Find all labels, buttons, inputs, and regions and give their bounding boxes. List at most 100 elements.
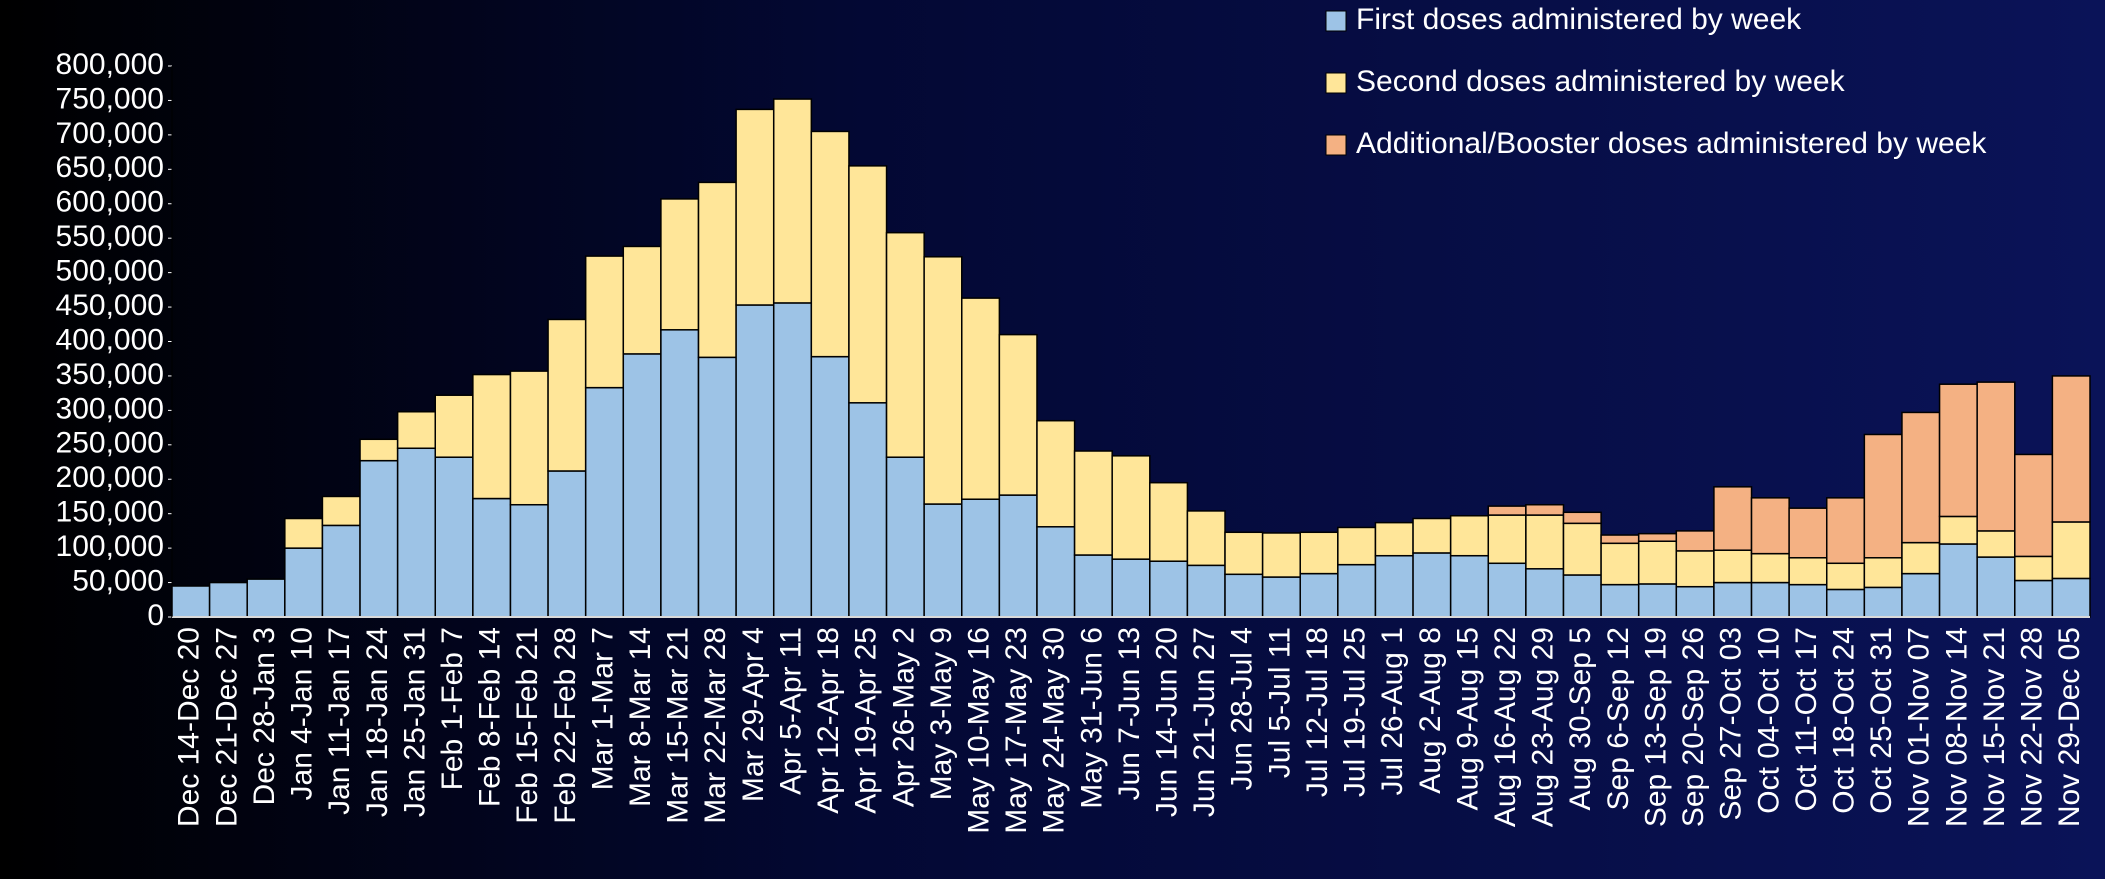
y-tick-label: 200,000	[56, 461, 164, 494]
x-tick-label: Sep 6-Sep 12	[1602, 627, 1635, 810]
bar-segment	[284, 517, 324, 549]
y-tick-label: 700,000	[56, 117, 164, 150]
x-tick-label: Jun 21-Jun 27	[1188, 627, 1221, 817]
y-tick-label: 450,000	[56, 289, 164, 322]
y-tick-label: 250,000	[56, 427, 164, 460]
x-tick-label: Mar 8-Mar 14	[624, 627, 657, 807]
x-tick-label: Jun 14-Jun 20	[1151, 627, 1184, 817]
bar-segment	[660, 329, 700, 618]
x-tick-label: Aug 23-Aug 29	[1527, 627, 1560, 827]
x-tick-label: May 10-May 16	[962, 627, 995, 834]
bar-segment	[2051, 521, 2091, 580]
legend-label: First doses administered by week	[1356, 3, 1802, 36]
x-tick-label: Sep 13-Sep 19	[1639, 627, 1672, 827]
bar-segment	[1374, 521, 1414, 557]
x-tick-label: Dec 21-Dec 27	[210, 627, 243, 827]
x-tick-label: Apr 5-Apr 11	[774, 627, 807, 795]
bar-segment	[1449, 515, 1490, 557]
bar-segment	[848, 402, 888, 618]
x-tick-label: Aug 9-Aug 15	[1451, 627, 1484, 810]
x-tick-label: Oct 18-Oct 24	[1827, 627, 1860, 814]
x-tick-label: Feb 22-Feb 28	[549, 627, 582, 824]
x-tick-label: Dec 14-Dec 20	[173, 627, 206, 827]
bar-segment	[1675, 550, 1715, 588]
bar-segment	[1713, 581, 1753, 618]
bar-segment	[1600, 534, 1640, 545]
bar-segment	[171, 585, 211, 618]
bar-segment	[1901, 411, 1941, 544]
bar-segment	[961, 297, 1001, 500]
x-tick-label: Apr 26-May 2	[887, 627, 920, 807]
bar-segment	[885, 456, 925, 618]
bar-segment	[1374, 554, 1414, 618]
bar-segment	[1600, 583, 1640, 618]
bar-segment	[396, 411, 437, 450]
bar-segment	[1825, 562, 1866, 591]
bar-segment	[1788, 557, 1828, 586]
bar-segment	[1863, 557, 1903, 589]
bar-segment	[772, 302, 813, 618]
bar-segment	[2014, 453, 2054, 558]
bar-segment	[434, 394, 474, 458]
bar-segment	[660, 198, 700, 331]
y-tick-label: 750,000	[56, 82, 164, 115]
y-tick-label: 100,000	[56, 530, 164, 563]
bar-segment	[1261, 576, 1301, 618]
x-tick-label: Dec 28-Jan 3	[248, 627, 281, 805]
bar-segment	[509, 503, 549, 618]
x-tick-label: Jun 28-Jul 4	[1226, 627, 1259, 790]
bar-segment	[284, 547, 324, 618]
bar-segment	[1299, 572, 1339, 618]
bar-segment	[961, 498, 1001, 618]
x-tick-label: Apr 19-Apr 25	[850, 627, 883, 814]
bar-segment	[1036, 526, 1076, 618]
bar-segment	[359, 438, 399, 462]
bar-segment	[509, 370, 549, 506]
bar-segment	[1713, 549, 1753, 584]
bar-segment	[1600, 542, 1640, 586]
bar-segment	[810, 130, 850, 358]
bar-segment	[1788, 507, 1828, 559]
bar-segment	[1487, 514, 1527, 565]
y-tick-label: 350,000	[56, 358, 164, 391]
x-tick-label: Jul 19-Jul 25	[1339, 627, 1372, 797]
bar-segment	[1412, 517, 1452, 554]
y-tick-label: 150,000	[56, 496, 164, 529]
bar-segment	[1976, 381, 2016, 532]
bar-segment	[1901, 572, 1941, 618]
x-tick-label: Nov 22-Nov 28	[2016, 627, 2049, 827]
bar-segment	[1825, 497, 1866, 565]
x-tick-label: Nov 29-Dec 05	[2053, 627, 2086, 827]
x-tick-label: Jan 25-Jan 31	[398, 627, 431, 817]
x-tick-label: Feb 1-Feb 7	[436, 627, 469, 790]
bar-segment	[2051, 375, 2091, 523]
bar-segment	[923, 256, 963, 505]
bar-segment	[1637, 583, 1678, 618]
bar-segment	[697, 356, 737, 618]
legend-swatch	[1325, 72, 1347, 94]
x-tick-label: May 3-May 9	[925, 627, 958, 800]
y-tick-label: 50,000	[72, 564, 164, 597]
bar-segment	[1788, 583, 1828, 618]
bar-segment	[1261, 532, 1301, 578]
bar-segment	[1750, 552, 1790, 584]
bar-segment	[1525, 568, 1565, 618]
y-tick-label: 600,000	[56, 186, 164, 219]
x-tick-label: Aug 30-Sep 5	[1564, 627, 1597, 810]
bar-segment	[472, 373, 512, 500]
bar-segment	[1111, 455, 1151, 560]
bar-segment	[1525, 514, 1565, 570]
bar-segment	[622, 245, 662, 355]
bar-segment	[1337, 563, 1377, 618]
x-tick-label: Mar 22-Mar 28	[699, 627, 732, 824]
x-tick-label: Sep 20-Sep 26	[1677, 627, 1710, 827]
x-tick-label: Oct 11-Oct 17	[1790, 627, 1823, 812]
x-tick-label: Jul 12-Jul 18	[1301, 627, 1334, 797]
bar-segment	[1675, 585, 1715, 618]
x-tick-label: Jan 11-Jan 17	[323, 627, 356, 815]
x-tick-label: Nov 15-Nov 21	[1978, 627, 2011, 827]
bar-segment	[1487, 505, 1527, 516]
bar-segment	[1224, 531, 1264, 576]
